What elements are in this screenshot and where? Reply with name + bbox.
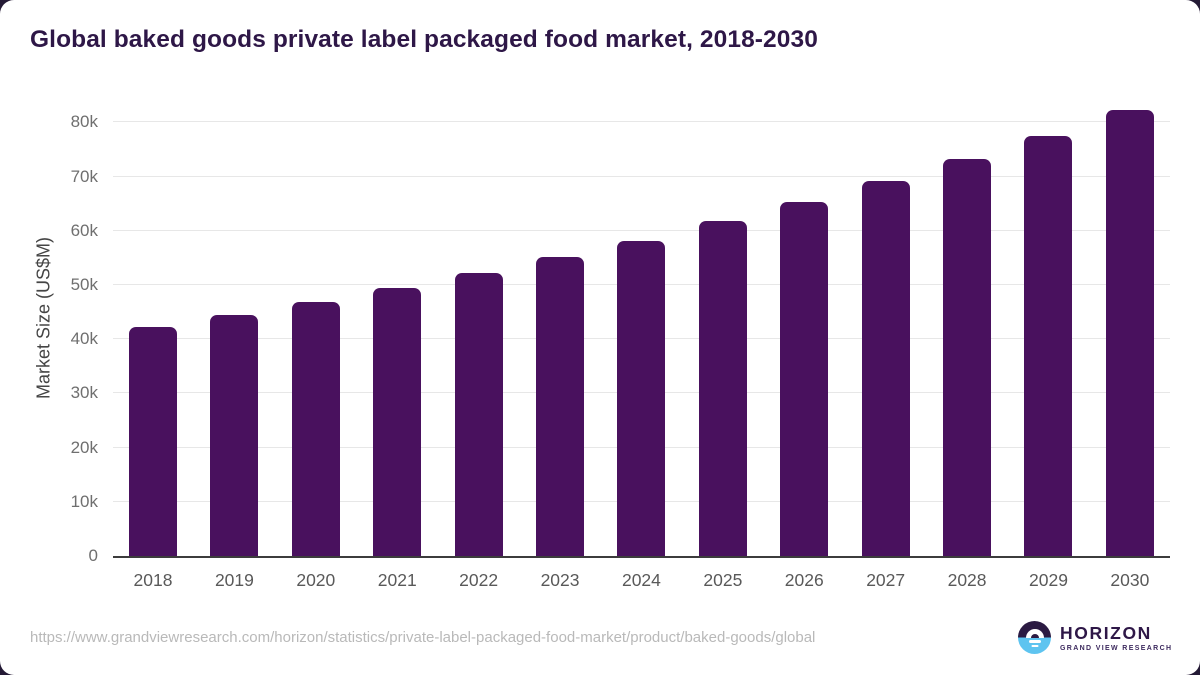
logo-subtitle: GRAND VIEW RESEARCH — [1060, 644, 1173, 652]
x-tick-label: 2022 — [459, 570, 499, 590]
x-tick-label: 2030 — [1110, 570, 1150, 590]
bar-2022 — [454, 272, 503, 556]
x-tick-label: 2020 — [296, 570, 336, 590]
bar-2025 — [698, 221, 747, 556]
x-tick-label: 2024 — [621, 570, 661, 590]
logo-text: HORIZON GRAND VIEW RESEARCH — [1060, 622, 1173, 652]
horizon-logo: HORIZON GRAND VIEW RESEARCH — [1018, 621, 1172, 654]
bars — [113, 100, 1170, 556]
bar-2020 — [291, 301, 340, 556]
x-tick-label: 2027 — [866, 570, 906, 590]
y-tick-label: 60k — [70, 220, 98, 240]
y-tick-label: 50k — [70, 275, 98, 294]
y-tick-label: 40k — [70, 329, 98, 349]
x-axis-line — [113, 556, 1170, 558]
x-tick-label: 2026 — [784, 570, 824, 590]
x-tick-label: 2018 — [133, 570, 173, 590]
gridline — [113, 121, 1170, 123]
y-tick-label: 70k — [70, 166, 98, 186]
x-tick-label: 2025 — [703, 570, 743, 590]
x-tick-label: 2029 — [1029, 570, 1068, 590]
bar-2030 — [1105, 109, 1154, 556]
bar-2029 — [1024, 135, 1073, 556]
y-tick-label: 10k — [70, 491, 98, 511]
bar-2018 — [129, 327, 177, 556]
logo-reflection-line — [1028, 640, 1041, 643]
gridline — [113, 229, 1170, 231]
y-tick-label: 0 — [88, 546, 98, 565]
bar-2021 — [373, 287, 422, 556]
bar-2026 — [780, 201, 829, 556]
bar-2019 — [210, 314, 259, 556]
logo-reflection-line — [1031, 644, 1038, 647]
source-url: https://www.grandviewresearch.com/horizo… — [30, 629, 816, 646]
bar-2027 — [861, 180, 910, 556]
x-tick-labels: 2018 2019 2020 2021 2022 2023 2024 2025 2026 2027… — [113, 570, 1170, 591]
logo-sun-inner — [1030, 633, 1039, 638]
logo-name: HORIZON — [1060, 622, 1152, 643]
x-tick-label: 2021 — [377, 570, 417, 590]
chart-title: Global baked goods private label package… — [30, 26, 818, 53]
y-tick-label: 30k — [70, 383, 98, 403]
logo-sun-icon — [1025, 629, 1044, 638]
y-tick-label: 80k — [70, 112, 98, 132]
horizon-logo-icon — [1018, 621, 1051, 654]
plot-area — [113, 100, 1170, 558]
y-tick-label: 20k — [70, 437, 98, 457]
y-tick-labels: 0 10k 20k 30k 40k 50k 60k 70k 80k — [0, 100, 98, 565]
x-tick-label: 2019 — [214, 570, 254, 590]
gridline — [113, 175, 1170, 177]
bar-2023 — [536, 256, 585, 556]
bar-2024 — [617, 240, 666, 556]
bar-2028 — [943, 158, 992, 556]
x-tick-label: 2028 — [947, 570, 987, 590]
x-tick-label: 2023 — [540, 570, 580, 590]
